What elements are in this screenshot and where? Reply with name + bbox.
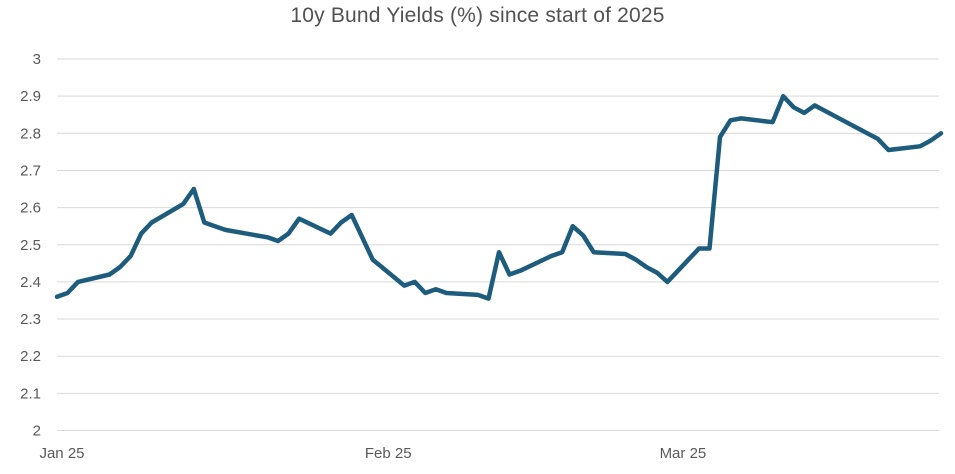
y-axis-tick-label: 2.7 xyxy=(20,162,41,179)
y-axis-tick-label: 2.4 xyxy=(20,274,41,291)
y-axis-tick-label: 2.5 xyxy=(20,237,41,254)
y-axis-tick-label: 2.2 xyxy=(20,348,41,365)
y-axis-tick-label: 2.8 xyxy=(20,125,41,142)
y-axis-tick-label: 2.3 xyxy=(20,311,41,328)
y-axis-tick-label: 2.9 xyxy=(20,88,41,105)
x-axis-tick-label: Jan 25 xyxy=(39,445,84,462)
yield-series-line xyxy=(54,93,944,301)
y-axis-tick-label: 2 xyxy=(33,423,41,440)
x-axis-tick-label: Mar 25 xyxy=(660,445,707,462)
x-axis-tick-label: Feb 25 xyxy=(365,445,412,462)
y-axis-tick-label: 2.6 xyxy=(20,200,41,217)
chart-title: 10y Bund Yields (%) since start of 2025 xyxy=(290,4,665,27)
y-axis-tick-label: 2.1 xyxy=(20,385,41,402)
y-axis-tick-label: 3 xyxy=(33,51,41,68)
